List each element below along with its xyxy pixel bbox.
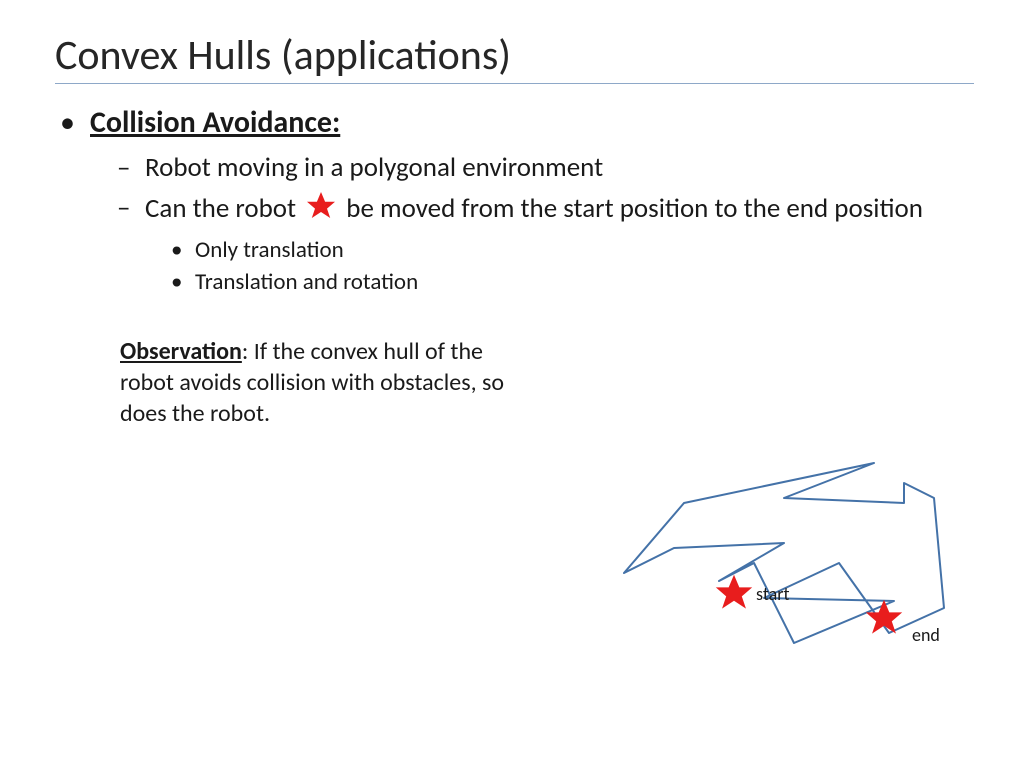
star-icon xyxy=(306,191,336,230)
bullet-subsub-2: Translation and rotation xyxy=(195,268,974,296)
bullet-sub-1: Robot moving in a polygonal environment xyxy=(145,151,974,185)
bullet-sub-2: Can the robot be moved from the start po… xyxy=(145,191,974,230)
slide-title: Convex Hulls (applications) xyxy=(55,30,974,81)
start-label: start xyxy=(756,583,790,605)
bullet-sub-2-text-b: be moved from the start position to the … xyxy=(346,192,923,225)
observation-block: Observation: If the convex hull of the r… xyxy=(120,336,540,430)
bullet-sub-2-text-a: Can the robot xyxy=(145,192,302,225)
bullet-subsub-1: Only translation xyxy=(195,236,974,264)
end-label: end xyxy=(912,624,940,646)
title-divider xyxy=(55,83,974,84)
polygon-diagram: start end xyxy=(594,443,974,673)
bullet-main: Collision Avoidance: xyxy=(90,104,974,141)
observation-label: Observation xyxy=(120,337,242,366)
